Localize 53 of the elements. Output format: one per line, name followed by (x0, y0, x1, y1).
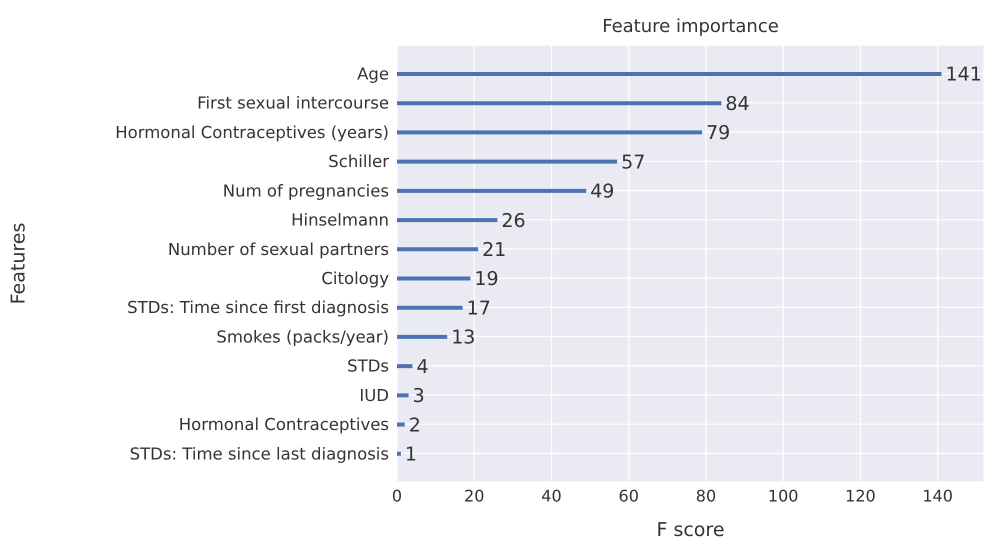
bar (397, 306, 463, 310)
y-tick-label: Hormonal Contraceptives (178, 415, 389, 434)
y-tick-label: STDs: Time since first diagnosis (127, 298, 389, 318)
y-tick-label: Hinselmann (291, 210, 389, 230)
data-label: 26 (501, 210, 526, 232)
y-axis-title: Features (8, 222, 30, 304)
data-label: 2 (408, 414, 421, 436)
bar (397, 101, 722, 106)
x-tick-label: 140 (922, 486, 953, 506)
bar (397, 247, 478, 252)
chart-title: Feature importance (601, 16, 780, 37)
bar (397, 422, 405, 427)
y-tick-label: STDs: Time since last diagnosis (130, 444, 389, 464)
data-label: 17 (466, 297, 491, 320)
y-tick-label: Num of pregnancies (222, 181, 389, 200)
data-label: 3 (412, 385, 425, 408)
data-label: 49 (590, 180, 614, 203)
bar (397, 452, 401, 456)
data-label: 84 (725, 92, 750, 115)
data-label: 57 (621, 151, 646, 174)
y-tick-label: Schiller (328, 152, 390, 172)
x-tick-label: 60 (618, 486, 639, 506)
x-tick-label: 0 (392, 486, 402, 506)
y-tick-label: Hormonal Contraceptives (years) (115, 122, 389, 142)
y-tick-label: First sexual intercourse (197, 94, 389, 113)
x-axis-title: F score (656, 519, 725, 541)
bar (397, 218, 498, 222)
y-tick-label: Smokes (packs/year) (216, 327, 389, 346)
y-tick-label: Citology (321, 268, 390, 288)
y-tick-label: Number of sexual partners (168, 240, 389, 259)
data-label: 13 (451, 326, 476, 349)
data-label: 4 (416, 356, 429, 378)
x-tick-label: 80 (696, 486, 716, 506)
y-tick-label: STDs (347, 356, 389, 376)
bar (397, 276, 470, 280)
bar (397, 72, 942, 76)
bar (397, 334, 448, 339)
bar (397, 130, 702, 134)
y-tick-label: Age (357, 64, 389, 84)
bar (397, 393, 409, 398)
x-tick-label: 20 (464, 486, 484, 506)
data-label: 19 (474, 268, 499, 290)
data-label: 141 (946, 64, 982, 86)
x-tick-label: 40 (541, 486, 562, 506)
data-label: 21 (482, 239, 506, 262)
bar (397, 160, 618, 164)
y-tick-label: IUD (359, 386, 389, 405)
data-label: 1 (404, 444, 417, 466)
data-label: 79 (706, 122, 730, 144)
bar (397, 364, 412, 368)
bar (397, 188, 586, 193)
x-tick-label: 100 (768, 486, 798, 506)
x-tick-label: 120 (845, 486, 876, 506)
